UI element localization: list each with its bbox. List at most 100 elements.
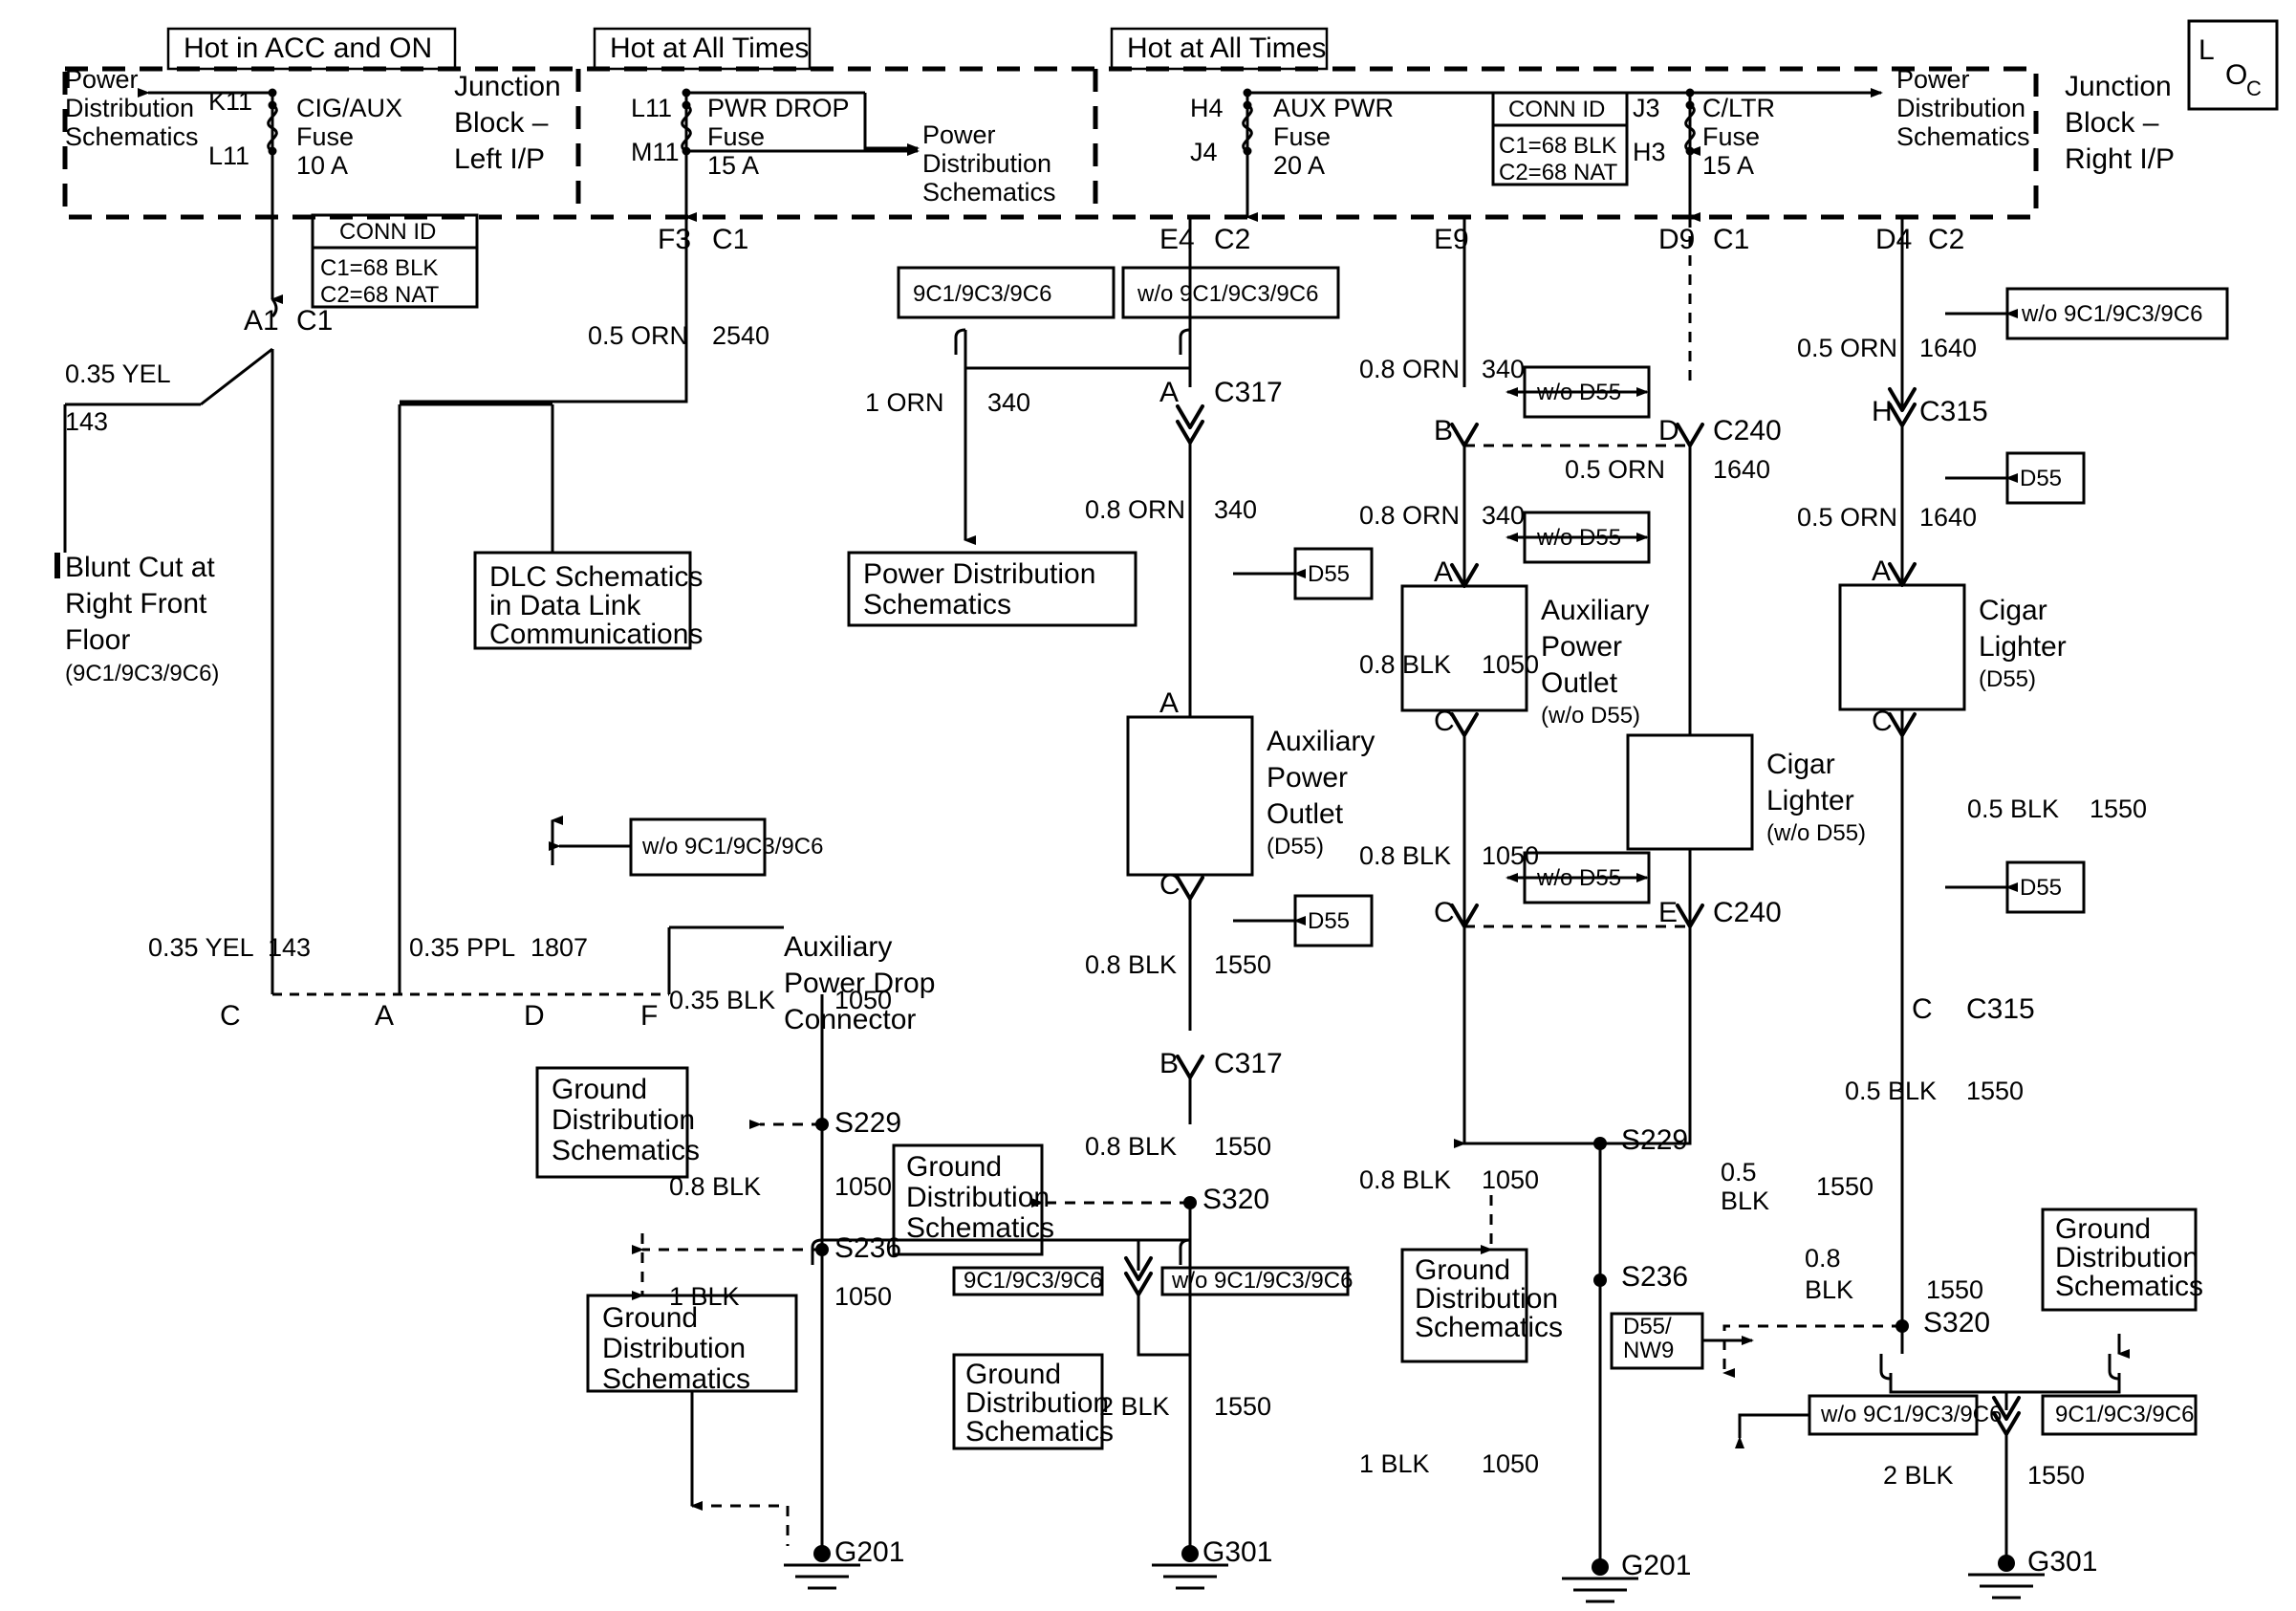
svg-text:Power: Power [65,65,139,94]
svg-text:0.8 BLK: 0.8 BLK [1085,1132,1177,1161]
svg-text:Ground: Ground [2055,1213,2151,1245]
svg-text:C2=68 NAT: C2=68 NAT [320,282,440,308]
svg-text:Fuse: Fuse [296,122,354,151]
svg-text:1807: 1807 [531,933,588,962]
svg-text:Right Front: Right Front [65,588,207,620]
svg-text:1550: 1550 [1816,1172,1874,1201]
svg-text:Schematics: Schematics [2055,1271,2203,1302]
svg-text:0.8 BLK: 0.8 BLK [1359,650,1451,679]
svg-text:BLK: BLK [1805,1275,1853,1304]
svg-text:F3: F3 [658,224,691,255]
svg-text:Ground: Ground [1415,1254,1510,1286]
svg-text:Auxiliary: Auxiliary [1541,595,1649,626]
svg-text:Distribution: Distribution [922,149,1051,178]
svg-text:Cigar: Cigar [1979,595,2047,626]
svg-text:Distribution: Distribution [552,1104,695,1136]
svg-text:A: A [1159,377,1179,408]
svg-text:0.8 ORN: 0.8 ORN [1359,355,1460,383]
svg-text:C: C [1159,869,1180,901]
svg-text:Hot at All Times: Hot at All Times [1127,33,1326,64]
svg-text:Power: Power [1267,762,1348,794]
svg-text:w/o D55: w/o D55 [1536,380,1621,405]
svg-text:Block –: Block – [454,107,549,139]
svg-text:Distribution: Distribution [2055,1242,2199,1274]
svg-text:Distribution: Distribution [1415,1283,1558,1315]
svg-text:G301: G301 [2027,1546,2097,1578]
svg-text:1050: 1050 [834,1282,892,1311]
svg-text:Outlet: Outlet [1541,667,1618,699]
svg-text:E4: E4 [1159,224,1195,255]
svg-text:1640: 1640 [1919,334,1977,362]
svg-text:Power: Power [922,120,996,149]
svg-text:B: B [1434,415,1453,446]
svg-text:1550: 1550 [1966,1077,2024,1105]
svg-text:D55/: D55/ [1623,1314,1672,1339]
svg-text:1550: 1550 [2027,1461,2085,1490]
svg-text:C: C [220,1000,241,1032]
svg-text:0.35 YEL: 0.35 YEL [148,933,254,962]
svg-text:Block –: Block – [2065,107,2159,139]
svg-text:1050: 1050 [834,1172,892,1201]
svg-text:D: D [1658,415,1679,446]
svg-text:Right I/P: Right I/P [2065,143,2175,175]
svg-text:Distribution: Distribution [965,1387,1109,1419]
svg-text:B: B [1159,1048,1179,1079]
svg-text:0.5 ORN: 0.5 ORN [1797,503,1897,532]
svg-text:340: 340 [1214,495,1257,524]
svg-text:1640: 1640 [1713,455,1770,484]
svg-text:C317: C317 [1214,1048,1283,1079]
svg-text:1 BLK: 1 BLK [1359,1449,1430,1478]
svg-text:w/o 9C1/9C3/9C6: w/o 9C1/9C3/9C6 [2021,301,2202,327]
svg-text:H: H [1872,396,1893,427]
svg-text:H4: H4 [1190,94,1224,122]
svg-text:0.5 BLK: 0.5 BLK [1845,1077,1937,1105]
svg-text:S236: S236 [834,1232,901,1264]
svg-text:CONN ID: CONN ID [1508,97,1605,122]
svg-text:w/o 9C1/9C3/9C6: w/o 9C1/9C3/9C6 [1137,281,1318,307]
svg-text:G201: G201 [834,1536,904,1568]
svg-text:D55: D55 [1308,908,1350,934]
svg-text:Outlet: Outlet [1267,798,1344,830]
svg-text:D: D [524,1000,545,1032]
svg-text:20 A: 20 A [1273,151,1325,180]
svg-text:Schematics: Schematics [863,589,1011,620]
svg-text:Ground: Ground [965,1359,1061,1390]
svg-text:(D55): (D55) [1979,666,2036,692]
svg-text:9C1/9C3/9C6: 9C1/9C3/9C6 [913,281,1051,307]
svg-text:C2: C2 [1928,224,1964,255]
svg-text:Fuse: Fuse [1273,122,1331,151]
svg-text:1640: 1640 [1919,503,1977,532]
svg-text:S229: S229 [834,1107,901,1139]
svg-text:w/o D55: w/o D55 [1536,865,1621,891]
svg-text:Lighter: Lighter [1979,631,2067,663]
svg-text:Junction: Junction [454,71,561,102]
svg-text:in Data Link: in Data Link [489,590,641,621]
svg-text:340: 340 [987,388,1030,417]
svg-text:C2: C2 [1214,224,1250,255]
svg-text:1050: 1050 [1482,841,1539,870]
svg-text:C315: C315 [1919,396,1988,427]
svg-text:J4: J4 [1190,138,1218,166]
svg-text:D55: D55 [2020,875,2062,901]
svg-text:Hot in ACC and ON: Hot in ACC and ON [184,33,432,64]
svg-text:143: 143 [65,407,108,436]
svg-text:C: C [1872,706,1893,737]
svg-text:K11: K11 [208,87,252,116]
svg-text:0.8: 0.8 [1805,1244,1841,1273]
svg-text:(9C1/9C3/9C6): (9C1/9C3/9C6) [65,661,219,686]
svg-text:0.5 ORN: 0.5 ORN [1565,455,1665,484]
svg-text:1 ORN: 1 ORN [865,388,944,417]
svg-text:(D55): (D55) [1267,834,1324,860]
svg-text:L11: L11 [631,94,672,122]
svg-text:15 A: 15 A [1702,151,1754,180]
svg-text:C315: C315 [1966,993,2035,1025]
svg-text:A: A [1434,556,1453,588]
svg-text:C1: C1 [1713,224,1749,255]
svg-text:1050: 1050 [834,986,892,1014]
svg-text:C1=68 BLK: C1=68 BLK [320,255,438,281]
svg-text:J3: J3 [1633,94,1660,122]
svg-text:C: C [1434,897,1455,928]
svg-text:0.5 ORN: 0.5 ORN [588,321,688,350]
svg-text:G301: G301 [1202,1536,1272,1568]
svg-text:Schematics: Schematics [965,1416,1114,1448]
